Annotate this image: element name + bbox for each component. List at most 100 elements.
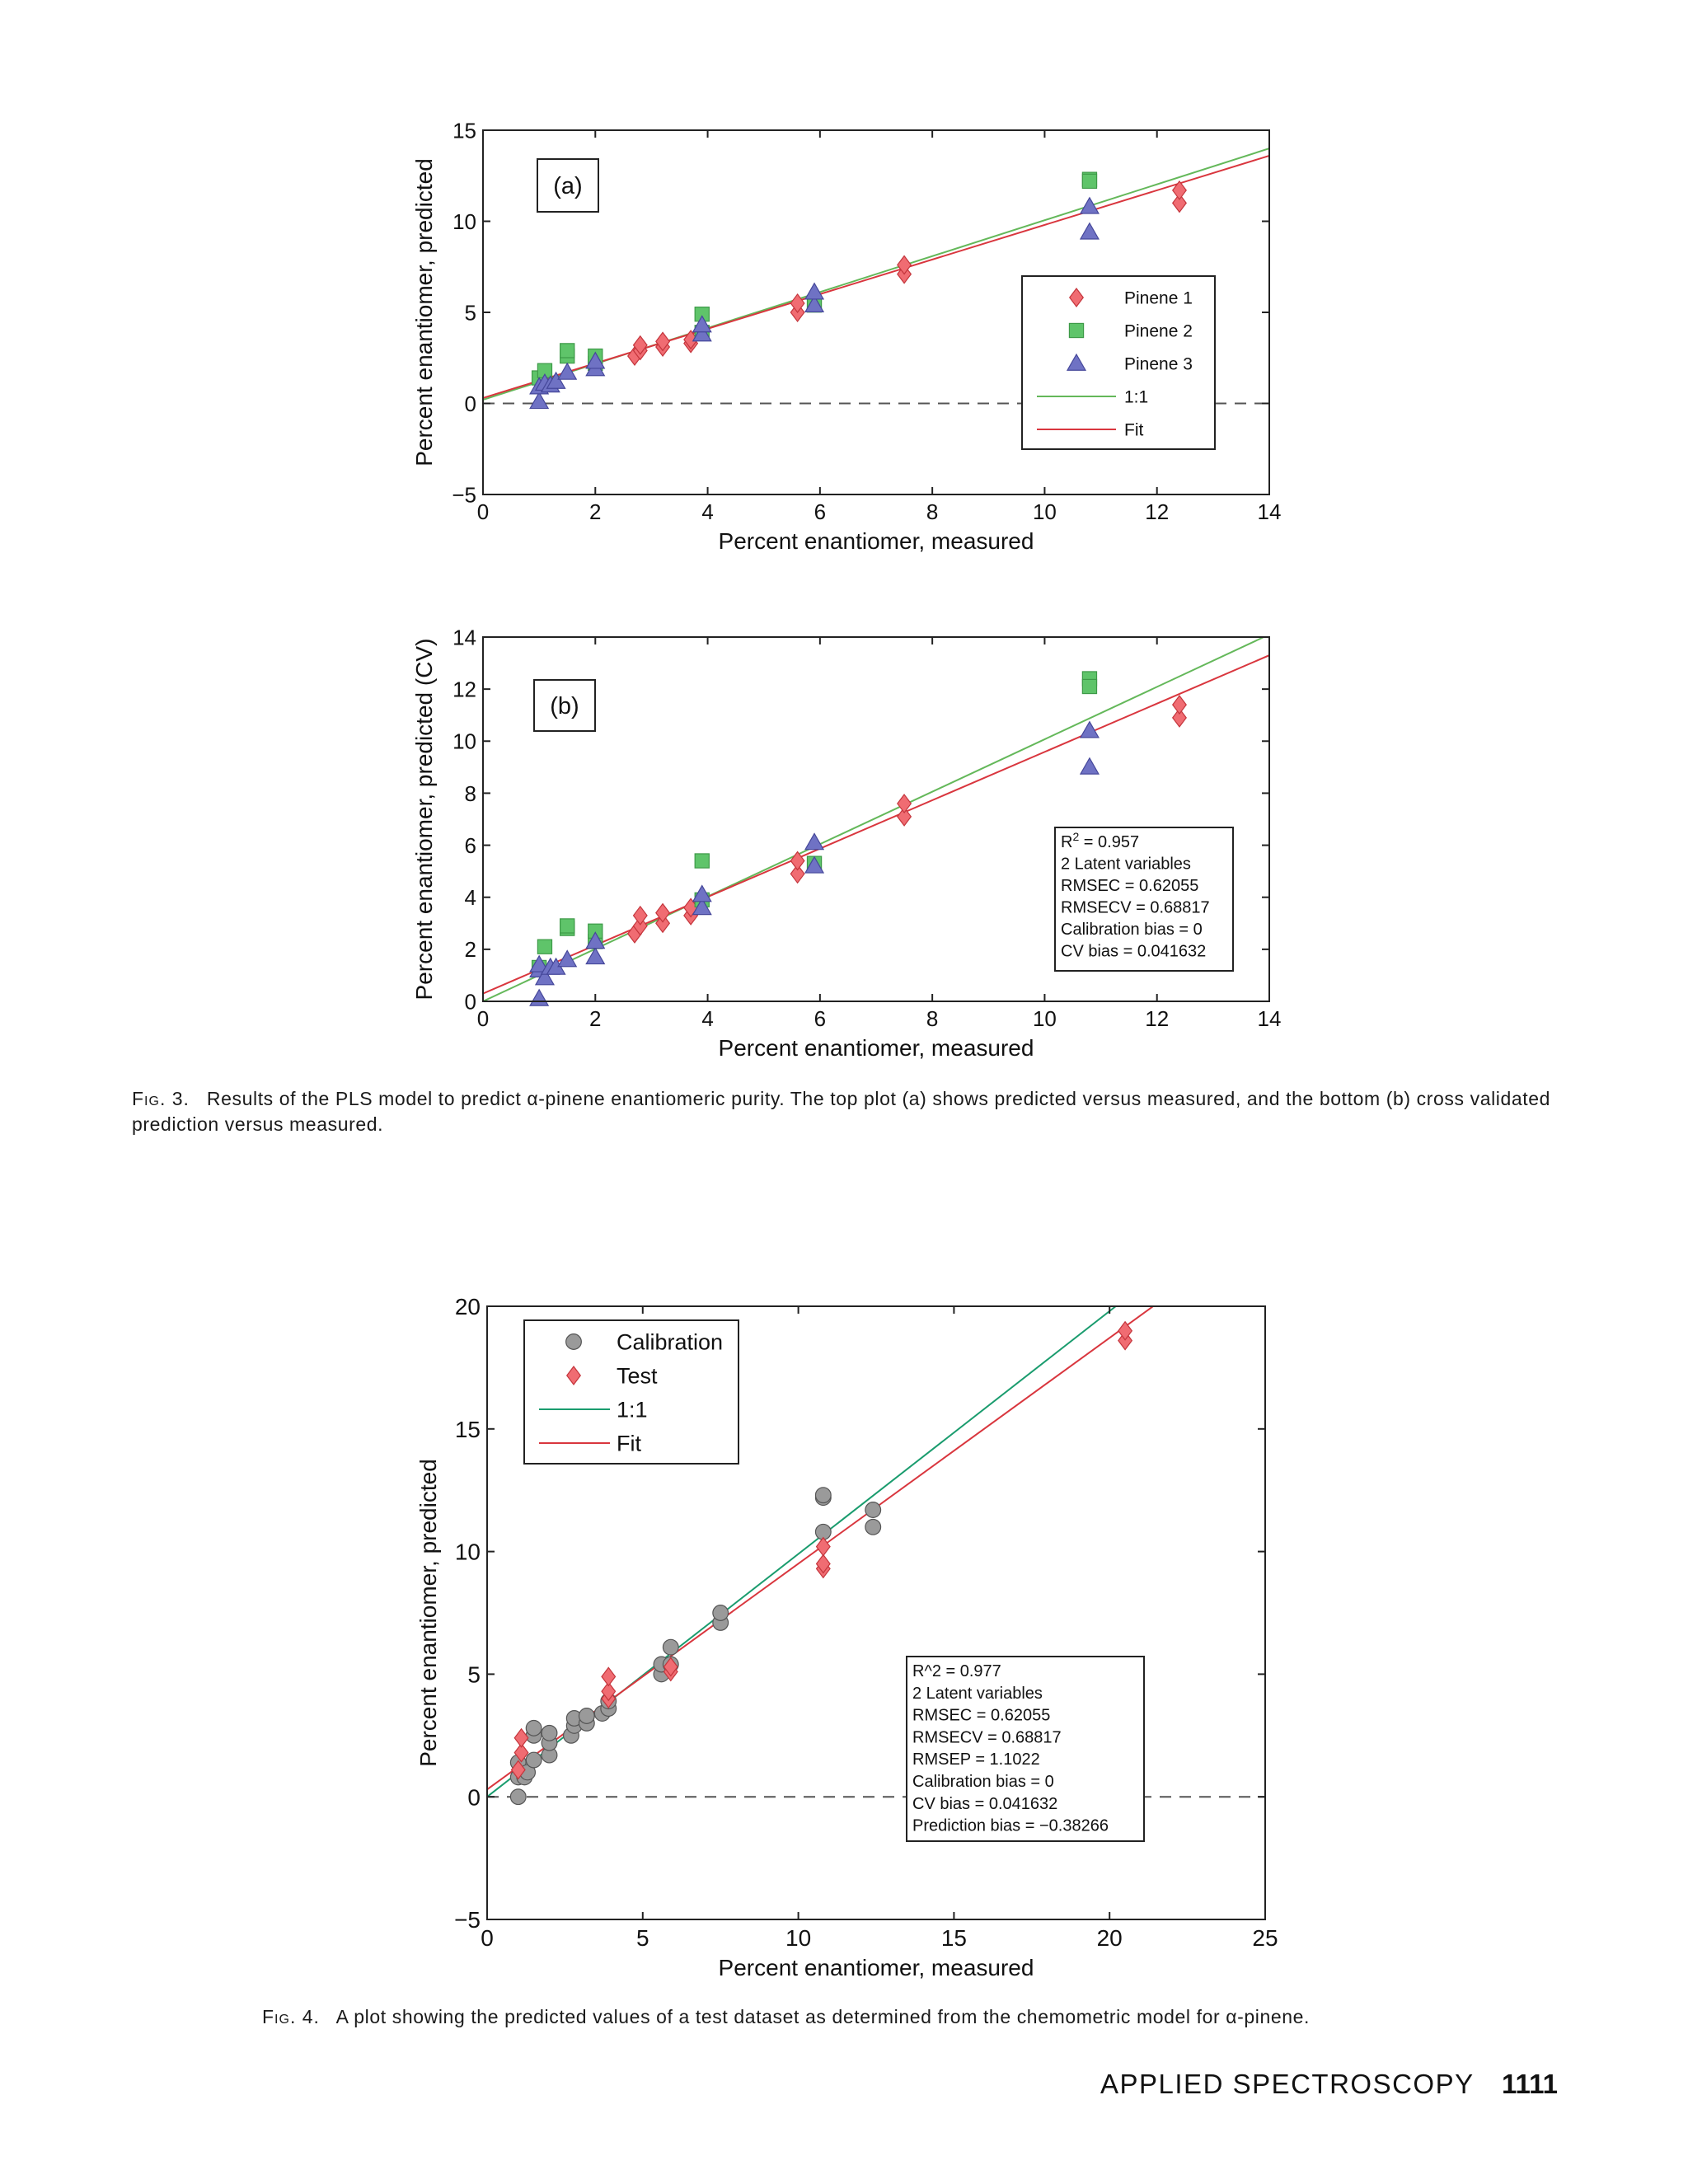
fig3a-legend-label: Pinene 1 <box>1124 289 1193 308</box>
fig4-point-calibration <box>578 1708 595 1724</box>
fig4-stats-line: RMSEP = 1.1022 <box>912 1750 1040 1769</box>
fig3b-xtick-label: 10 <box>1033 1006 1057 1031</box>
fig3b-point-pinene-1 <box>790 851 805 871</box>
fig3b-stats-r2: R2 = 0.957 <box>1061 830 1139 851</box>
fig3a-ytick-label: 15 <box>452 118 476 143</box>
fig3a-point-pinene-3 <box>585 351 606 369</box>
fig4-stats-line: Calibration bias = 0 <box>912 1773 1054 1791</box>
fig3b-stats-r2-rest: = 0.957 <box>1079 833 1139 851</box>
fig3a-xtick-label: 0 <box>477 499 489 524</box>
fig4-point-calibration <box>865 1518 882 1535</box>
fig4-point-calibration <box>509 1788 527 1806</box>
fig4-point-calibration <box>814 1487 832 1504</box>
fig3a-xtick-label: 10 <box>1033 499 1057 524</box>
fig3b-xtick-label: 12 <box>1145 1006 1169 1031</box>
fig3b-stats-line: RMSEC = 0.62055 <box>1061 877 1198 895</box>
fig4-stats-line: RMSECV = 0.68817 <box>912 1728 1062 1746</box>
fig3a-point-pinene-1 <box>790 293 805 313</box>
fig3b-point-pinene-1 <box>897 806 912 827</box>
fig3a-ytick-label: −5 <box>452 482 476 507</box>
fig3b-line-fit <box>483 654 1269 995</box>
fig3b-stats-line: CV bias = 0.041632 <box>1061 943 1206 961</box>
fig3b-point-pinene-2 <box>1081 678 1098 695</box>
fig3b-xtick-label: 2 <box>589 1006 601 1031</box>
fig3b-xtick-label: 14 <box>1258 1006 1282 1031</box>
fig3b-point-pinene-2 <box>560 918 575 934</box>
fig3a-point-pinene-1 <box>1171 193 1187 213</box>
fig4-ytick-label: 0 <box>467 1784 481 1810</box>
fig3b-point-pinene-1 <box>1171 707 1187 728</box>
figure-3-label: Fig. 3. <box>132 1088 190 1109</box>
fig3a-xlabel: Percent enantiomer, measured <box>719 528 1034 554</box>
fig4-point-test <box>510 1760 526 1780</box>
fig3b-ytick-label: 0 <box>465 989 476 1014</box>
fig4-stats-line: Prediction bias = −0.38266 <box>912 1817 1109 1835</box>
fig3b-point-pinene-1 <box>655 913 671 934</box>
fig4-stats-line: RMSEC = 0.62055 <box>912 1707 1050 1725</box>
fig3a-xtick-label: 4 <box>701 499 713 524</box>
fig3b-point-pinene-1 <box>655 902 671 923</box>
fig4-stats-line: CV bias = 0.041632 <box>912 1795 1057 1813</box>
fig3a-point-pinene-3 <box>546 371 566 389</box>
fig3a-panel-label: (a) <box>553 173 582 199</box>
figure-3-caption-text: Results of the PLS model to predict α-pi… <box>132 1088 1551 1135</box>
figure-3b-chart: 0 2 4 6 8 10 12 14 0 2 4 6 8 10 12 14 Percent enantiomer… <box>411 625 1281 1061</box>
fig4-point-calibration <box>712 1605 729 1621</box>
fig3b-point-pinene-2 <box>537 939 553 954</box>
fig4-legend-label: Fit <box>617 1432 641 1456</box>
fig3b-point-pinene-1 <box>897 794 912 814</box>
fig4-xtick-label: 5 <box>636 1925 649 1951</box>
fig4-legend-marker <box>566 1366 581 1385</box>
fig3a-legend-label: Fit <box>1124 421 1143 440</box>
fig3b-line-1-1 <box>483 637 1266 1001</box>
figure-4-label: Fig. 4. <box>262 2006 320 2027</box>
fig3b-axes-frame <box>482 636 1270 1002</box>
fig4-point-test <box>663 1657 678 1677</box>
fig3a-point-pinene-3 <box>692 324 712 342</box>
fig3b-xtick-label: 0 <box>477 1006 489 1031</box>
fig3a-xtick-label: 12 <box>1145 499 1169 524</box>
fig3b-stats-r2-sup: 2 <box>1072 830 1079 843</box>
fig3b-ytick-label: 14 <box>452 625 476 649</box>
fig4-point-test <box>513 1742 529 1763</box>
fig4-axes-frame <box>486 1305 1266 1920</box>
fig3a-xtick-label: 2 <box>589 499 601 524</box>
fig4-xtick-label: 10 <box>785 1925 811 1951</box>
fig3b-stats-r2-base: R <box>1061 833 1072 851</box>
fig4-ytick-label: 10 <box>455 1540 481 1565</box>
fig3b-point-pinene-3 <box>585 947 606 965</box>
fig4-point-calibration <box>662 1638 679 1656</box>
fig3a-legend-marker <box>1069 288 1084 307</box>
fig3b-plot: 0 2 4 6 8 10 12 14 0 2 4 6 8 10 12 14 Percent enantiomer… <box>411 625 1281 1061</box>
fig3b-point-pinene-3 <box>692 884 712 902</box>
fig3b-point-pinene-3 <box>1079 720 1100 738</box>
fig4-ytick-label: 5 <box>467 1661 481 1687</box>
fig3b-ytick-label: 12 <box>452 677 476 702</box>
fig3b-stats-line: RMSECV = 0.68817 <box>1061 899 1210 917</box>
fig3b-point-pinene-3 <box>1079 757 1100 775</box>
fig3a-legend-box <box>1021 275 1216 450</box>
fig4-ytick-label: −5 <box>454 1907 481 1933</box>
fig3b-ytick-label: 2 <box>465 937 476 962</box>
fig3a-ylabel: Percent enantiomer, predicted <box>411 158 437 466</box>
fig3a-legend-label: Pinene 3 <box>1124 355 1193 374</box>
fig4-ytick-label: 15 <box>455 1417 481 1442</box>
fig3b-point-pinene-1 <box>632 905 648 926</box>
fig4-point-calibration <box>541 1724 558 1741</box>
fig3b-point-pinene-1 <box>632 916 648 936</box>
fig3a-legend-marker <box>1066 353 1087 371</box>
fig3b-xtick-label: 6 <box>814 1006 826 1031</box>
fig4-legend-label: Test <box>617 1364 658 1389</box>
fig3a-ytick-label: 10 <box>452 209 476 234</box>
journal-name: APPLIED SPECTROSCOPY <box>1100 2069 1475 2099</box>
fig3b-ytick-label: 8 <box>465 781 476 806</box>
fig3b-xlabel: Percent enantiomer, measured <box>719 1035 1034 1061</box>
figure-3-caption: Fig. 3. Results of the PLS model to pred… <box>132 1086 1570 1137</box>
fig4-legend-box <box>523 1319 739 1465</box>
fig3b-ytick-label: 10 <box>452 729 476 754</box>
fig4-point-test <box>601 1666 617 1687</box>
fig3b-ylabel: Percent enantiomer, predicted (CV) <box>411 639 437 1001</box>
